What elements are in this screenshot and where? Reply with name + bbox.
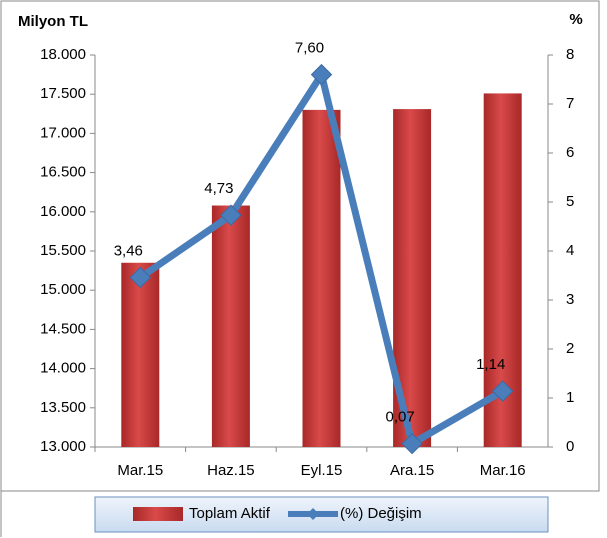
y2-axis-title: % [569, 11, 582, 28]
y-tick-label: 14.000 [40, 360, 86, 377]
chart-border [0, 0, 600, 492]
y2-tick-label: 0 [566, 438, 574, 455]
y2-tick-label: 8 [566, 46, 574, 63]
y2-tick-label: 4 [566, 242, 574, 259]
y2-tick-label: 2 [566, 340, 574, 357]
y2-tick-label: 3 [566, 291, 574, 308]
x-tick-label: Mar.15 [117, 462, 163, 479]
data-label: 3,46 [114, 242, 143, 259]
y-tick-label: 16.500 [40, 164, 86, 181]
y2-tick-label: 7 [566, 95, 574, 112]
data-label: 7,60 [295, 40, 324, 57]
data-label: 4,73 [204, 180, 233, 197]
bar [211, 205, 250, 447]
y-tick-label: 14.500 [40, 320, 86, 337]
y2-tick-label: 5 [566, 193, 574, 210]
y2-tick-label: 1 [566, 389, 574, 406]
y-tick-label: 17.500 [40, 85, 86, 102]
bar [121, 262, 160, 447]
legend-label: Toplam Aktif [189, 505, 271, 522]
y-tick-label: 13.000 [40, 438, 86, 455]
y-tick-label: 16.000 [40, 203, 86, 220]
marker [129, 266, 152, 289]
y-tick-label: 17.000 [40, 124, 86, 141]
y-tick-label: 15.000 [40, 281, 86, 298]
x-tick-label: Ara.15 [390, 462, 434, 479]
y-tick-label: 18.000 [40, 46, 86, 63]
data-label: 1,14 [476, 356, 505, 373]
y-tick-label: 15.500 [40, 242, 86, 259]
x-tick-label: Mar.16 [480, 462, 526, 479]
legend-swatch [133, 507, 183, 521]
marker [310, 63, 333, 86]
data-label: 0,07 [385, 409, 414, 426]
y-axis-title: Milyon TL [18, 13, 88, 30]
x-tick-label: Haz.15 [207, 462, 255, 479]
marker [491, 380, 514, 402]
marker [401, 432, 423, 455]
x-tick-label: Eyl.15 [301, 462, 343, 479]
y-tick-label: 13.500 [40, 399, 86, 416]
y2-tick-label: 6 [566, 144, 574, 161]
bar [302, 109, 341, 447]
legend-marker [307, 508, 319, 520]
legend-label: (%) Değişim [340, 505, 422, 522]
marker [220, 204, 242, 226]
